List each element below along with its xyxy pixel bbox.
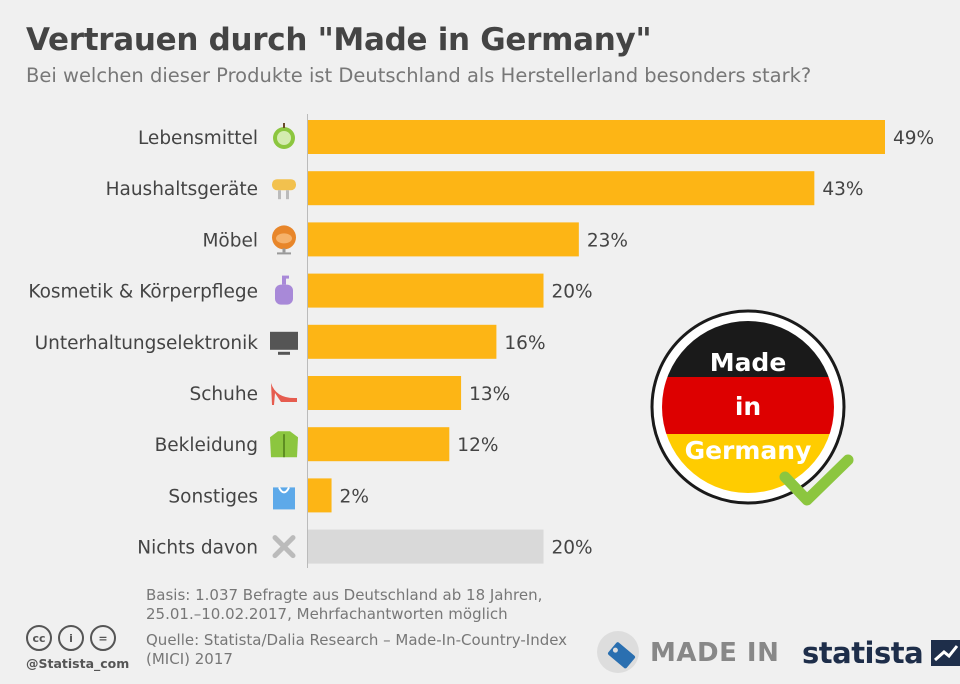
bar-value-label: 13% — [469, 384, 510, 405]
bar — [308, 478, 332, 513]
jacket-icon — [270, 431, 298, 458]
made-in-logo-text: MADE IN — [650, 638, 780, 668]
price-tag-icon — [597, 631, 639, 673]
bar — [308, 171, 815, 206]
category-label: Kosmetik & Körperpflege — [28, 282, 258, 303]
category-label: Unterhaltungselektronik — [35, 333, 259, 354]
shopping-bag-icon — [273, 486, 295, 510]
category-label: Nichts davon — [137, 538, 258, 559]
chart-subtitle: Bei welchen dieser Produkte ist Deutschl… — [26, 64, 812, 87]
high-heel-icon — [271, 383, 297, 405]
cross-icon — [272, 535, 296, 559]
bar-value-label: 43% — [822, 179, 863, 200]
bar — [308, 427, 450, 462]
category-label: Bekleidung — [155, 435, 258, 456]
apple-icon — [273, 123, 295, 149]
bar-value-label: 20% — [552, 538, 593, 559]
bar — [308, 324, 497, 359]
footer-source: Quelle: Statista/Dalia Research – Made-I… — [146, 631, 568, 668]
bar-chart: 49% Lebensmittel 43% Haushaltsgeräte 23% Möbe… — [28, 114, 934, 568]
bar-value-label: 16% — [504, 333, 545, 354]
made-in-logo: MADE IN — [596, 630, 779, 676]
bar-value-label: 2% — [340, 486, 369, 507]
statista-logo-text: statista — [802, 636, 924, 670]
tv-icon — [270, 331, 298, 355]
checkmark-icon — [779, 454, 854, 506]
badge-line2: in — [735, 392, 761, 421]
bar — [308, 529, 544, 564]
footer-basis: Basis: 1.037 Befragte aus Deutschland ab… — [146, 586, 543, 623]
bar — [308, 222, 579, 257]
license-icons: cc i = — [26, 625, 116, 651]
category-label: Lebensmittel — [138, 128, 258, 149]
bar — [308, 376, 462, 410]
bar-value-label: 49% — [893, 128, 934, 149]
category-label: Schuhe — [190, 384, 258, 405]
made-in-germany-badge: Made in Germany — [650, 309, 854, 506]
bar — [308, 273, 544, 308]
bar-value-label: 23% — [587, 230, 628, 251]
bar — [308, 120, 885, 154]
category-label: Haushaltsgeräte — [106, 179, 258, 200]
statista-handle: @Statista_com — [26, 656, 130, 671]
category-label: Sonstiges — [168, 486, 258, 507]
flag-stripe-red — [662, 377, 834, 434]
lotion-bottle-icon — [275, 275, 293, 305]
chart-title: Vertrauen durch "Made in Germany" — [26, 22, 652, 58]
bar-value-label: 12% — [457, 435, 498, 456]
nd-icon: = — [90, 625, 116, 651]
bar-value-label: 20% — [552, 282, 593, 303]
badge-line1: Made — [710, 348, 787, 377]
armchair-icon — [272, 225, 296, 255]
hand-mixer-icon — [272, 179, 296, 200]
statista-mark-icon — [931, 640, 960, 666]
category-label: Möbel — [202, 230, 258, 251]
badge-line3: Germany — [685, 436, 812, 465]
cc-icon: cc — [26, 625, 52, 651]
statista-logo: statista — [802, 636, 960, 670]
by-icon: i — [58, 625, 84, 651]
